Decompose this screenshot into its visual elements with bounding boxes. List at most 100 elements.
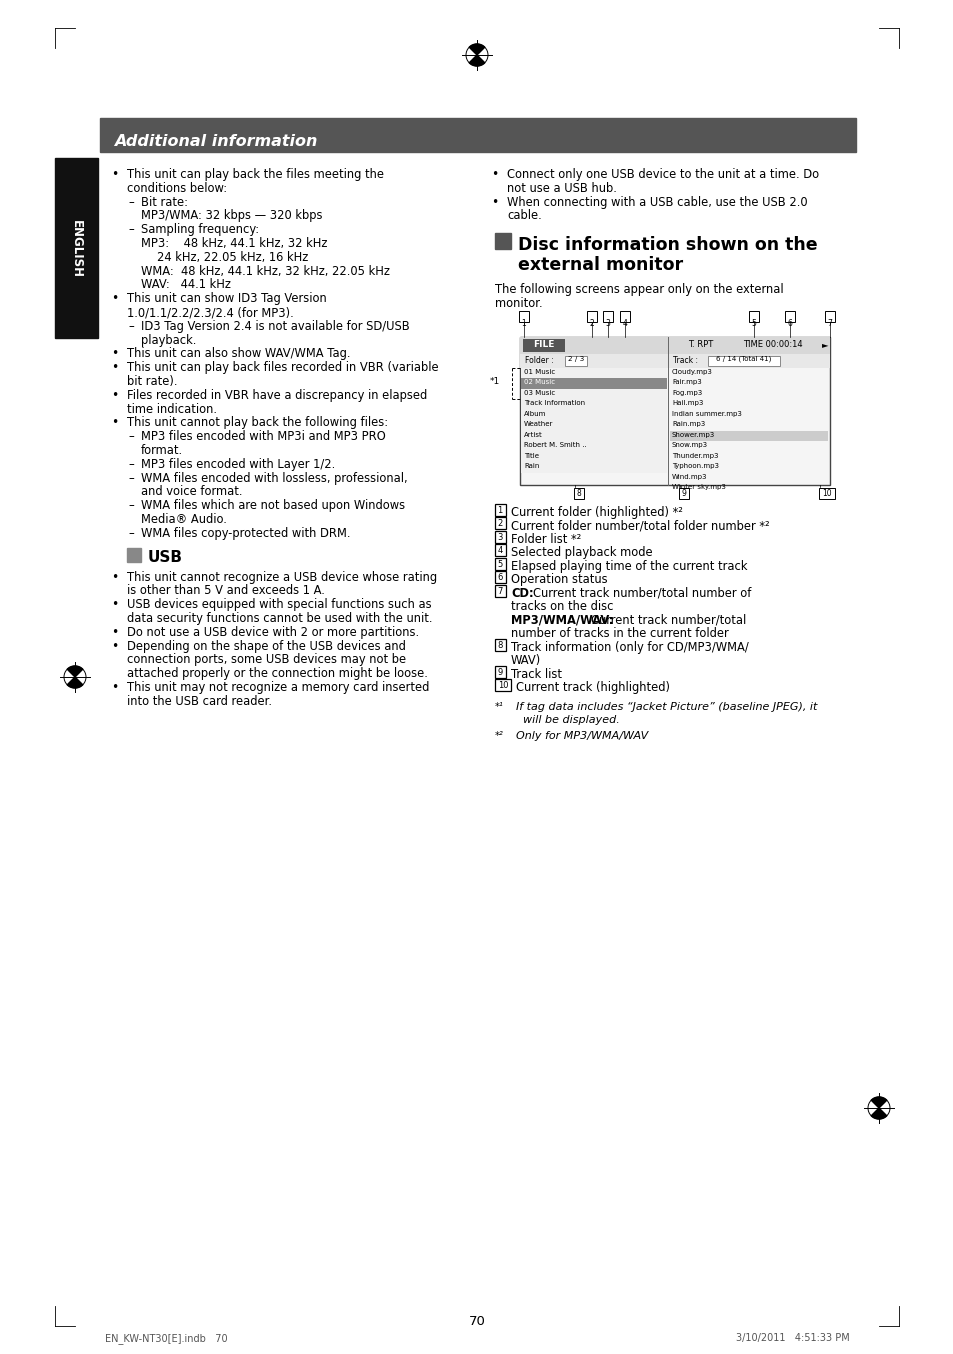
Text: playback.: playback. — [141, 333, 196, 347]
Text: 70: 70 — [468, 1315, 485, 1328]
Text: Album: Album — [523, 410, 546, 417]
Text: •: • — [491, 168, 498, 181]
Text: –: – — [128, 320, 133, 333]
Bar — [519, 353, 829, 368]
Text: WMA files copy-protected with DRM.: WMA files copy-protected with DRM. — [141, 527, 350, 540]
Text: will be displayed.: will be displayed. — [509, 715, 619, 726]
Text: 7: 7 — [826, 318, 832, 328]
Text: FILE: FILE — [533, 340, 554, 349]
Text: •: • — [112, 348, 118, 360]
Text: –: – — [128, 195, 133, 209]
Text: into the USB card reader.: into the USB card reader. — [127, 695, 272, 708]
Bar — [55, 158, 98, 338]
Bar — [495, 233, 511, 249]
Text: ENGLISH: ENGLISH — [70, 219, 83, 278]
Bar — [824, 311, 834, 322]
Text: •: • — [112, 681, 118, 695]
Bar — [784, 311, 794, 322]
Text: external monitor: external monitor — [517, 256, 682, 275]
Text: Track Information: Track Information — [523, 401, 584, 406]
Text: *¹: *¹ — [495, 701, 503, 712]
Text: Rain.mp3: Rain.mp3 — [671, 421, 704, 428]
Wedge shape — [870, 1097, 886, 1108]
Bar — [495, 639, 505, 651]
Text: –: – — [128, 431, 133, 443]
Text: 3/10/2011   4:51:33 PM: 3/10/2011 4:51:33 PM — [736, 1332, 849, 1343]
Text: Selected playback mode: Selected playback mode — [511, 546, 652, 559]
Text: 7: 7 — [497, 586, 502, 596]
Bar — [520, 462, 666, 473]
Bar — [818, 487, 834, 498]
Bar — [495, 585, 505, 597]
Text: MP3 files encoded with MP3i and MP3 PRO: MP3 files encoded with MP3i and MP3 PRO — [141, 431, 385, 443]
Bar — [519, 337, 829, 353]
Text: 02 Music: 02 Music — [523, 379, 555, 386]
Bar — [519, 337, 829, 485]
Text: Hail.mp3: Hail.mp3 — [671, 401, 702, 406]
Text: Depending on the shape of the USB devices and: Depending on the shape of the USB device… — [127, 639, 405, 653]
Text: Current track number/total: Current track number/total — [590, 613, 745, 627]
Text: 8: 8 — [497, 640, 502, 650]
Text: Title: Title — [523, 452, 538, 459]
Text: •: • — [112, 570, 118, 584]
Bar — [495, 666, 505, 678]
Text: 6 / 14 (Total 41): 6 / 14 (Total 41) — [716, 356, 771, 363]
Text: Shower.mp3: Shower.mp3 — [671, 432, 715, 437]
Bar — [127, 547, 141, 562]
Text: and voice format.: and voice format. — [141, 485, 242, 498]
Text: format.: format. — [141, 444, 183, 458]
Text: MP3 files encoded with Layer 1/2.: MP3 files encoded with Layer 1/2. — [141, 458, 335, 471]
Wedge shape — [67, 677, 83, 688]
Bar — [520, 441, 666, 452]
Bar — [679, 487, 688, 498]
Text: Do not use a USB device with 2 or more partitions.: Do not use a USB device with 2 or more p… — [127, 626, 418, 639]
Text: 3: 3 — [497, 533, 502, 542]
Text: Fog.mp3: Fog.mp3 — [671, 390, 701, 395]
Text: 01 Music: 01 Music — [523, 368, 555, 375]
Text: 24 kHz, 22.05 kHz, 16 kHz: 24 kHz, 22.05 kHz, 16 kHz — [157, 250, 308, 264]
Bar — [495, 558, 505, 570]
Bar — [669, 431, 827, 441]
Text: –: – — [128, 527, 133, 540]
Text: Indian summer.mp3: Indian summer.mp3 — [671, 410, 741, 417]
Text: 10: 10 — [821, 489, 831, 498]
Bar — [574, 487, 583, 498]
Bar — [586, 311, 597, 322]
Text: 9: 9 — [497, 668, 502, 677]
Text: tracks on the disc: tracks on the disc — [511, 600, 613, 613]
Wedge shape — [469, 43, 484, 56]
Text: MP3:    48 kHz, 44.1 kHz, 32 kHz: MP3: 48 kHz, 44.1 kHz, 32 kHz — [141, 237, 327, 250]
Text: 4: 4 — [622, 318, 627, 328]
Text: number of tracks in the current folder: number of tracks in the current folder — [511, 627, 728, 640]
Bar — [518, 311, 529, 322]
Bar — [495, 571, 505, 584]
Bar — [495, 504, 505, 516]
Text: not use a USB hub.: not use a USB hub. — [506, 181, 617, 195]
Text: MP3/WMA: 32 kbps — 320 kbps: MP3/WMA: 32 kbps — 320 kbps — [141, 210, 322, 222]
Text: Connect only one USB device to the unit at a time. Do: Connect only one USB device to the unit … — [506, 168, 819, 181]
Text: Current folder (highlighted) *²: Current folder (highlighted) *² — [511, 506, 682, 519]
Text: –: – — [128, 458, 133, 471]
Text: •: • — [112, 417, 118, 429]
Text: time indication.: time indication. — [127, 402, 216, 416]
Bar — [520, 452, 666, 462]
Text: Folder list *²: Folder list *² — [511, 533, 580, 546]
Text: •: • — [112, 292, 118, 305]
Text: Weather: Weather — [523, 421, 553, 428]
Text: 2: 2 — [589, 318, 594, 328]
Text: *²: *² — [495, 731, 503, 741]
Text: USB: USB — [148, 550, 183, 565]
Text: conditions below:: conditions below: — [127, 181, 227, 195]
Text: Winter sky.mp3: Winter sky.mp3 — [671, 485, 725, 490]
Text: monitor.: monitor. — [495, 297, 542, 310]
Text: 4: 4 — [497, 546, 502, 555]
Text: Elapsed playing time of the current track: Elapsed playing time of the current trac… — [511, 559, 747, 573]
Bar — [100, 118, 855, 152]
Text: Operation status: Operation status — [511, 573, 607, 586]
Text: Track :: Track : — [672, 356, 698, 364]
Text: The following screens appear only on the external: The following screens appear only on the… — [495, 283, 782, 297]
Text: T. RPT: T. RPT — [687, 340, 713, 349]
Text: If tag data includes “Jacket Picture” (baseline JPEG), it: If tag data includes “Jacket Picture” (b… — [509, 701, 817, 712]
Text: Current track (highlighted): Current track (highlighted) — [516, 681, 669, 695]
Text: CD:: CD: — [511, 586, 533, 600]
